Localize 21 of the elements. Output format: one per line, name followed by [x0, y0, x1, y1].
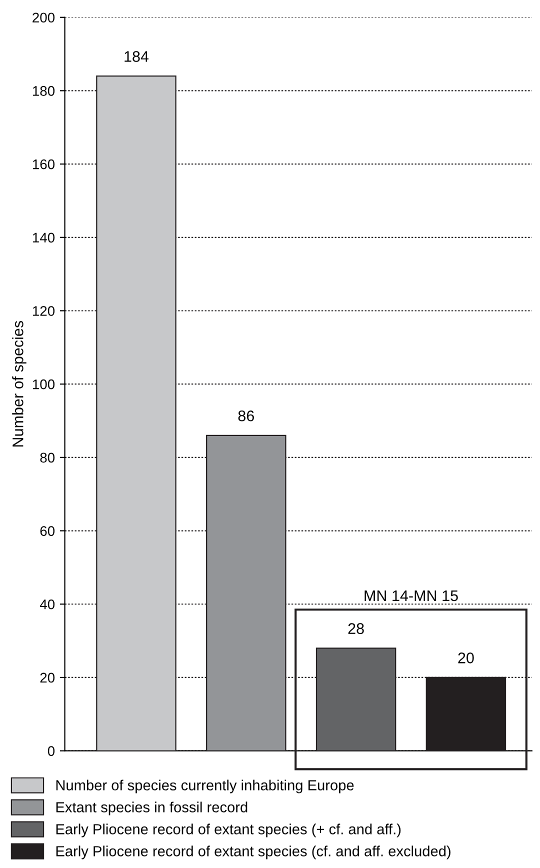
y-tick-label: 0 — [48, 746, 55, 756]
y-tick-label: 20 — [40, 672, 55, 683]
legend-label: Early Pliocene record of extant species (cf. and aff. excluded) — [56, 846, 450, 860]
legend-label: Number of species currently inhabiting Europe — [56, 780, 354, 794]
y-tick-label: 180 — [32, 86, 55, 96]
legend-label: Extant species in fossil record — [56, 802, 248, 816]
y-tick-label: 80 — [40, 452, 55, 463]
y-tick-label: 100 — [32, 379, 55, 390]
legend-label: Early Pliocene record of extant species (+ cf. and aff.) — [56, 824, 401, 838]
y-axis-title: Number of species — [12, 320, 26, 447]
y-tick-label: 120 — [32, 306, 55, 316]
annotation: MN 14-MN 15 — [364, 590, 458, 602]
y-tick-label: 160 — [32, 159, 55, 170]
data-label: 184 — [124, 51, 149, 62]
data-label: 86 — [238, 410, 254, 422]
y-tick-label: 200 — [32, 12, 55, 23]
data-label: 20 — [458, 652, 474, 664]
y-tick-label: 40 — [40, 599, 55, 610]
y-tick-label: 140 — [32, 232, 55, 243]
y-tick-label: 60 — [40, 526, 55, 536]
data-label: 28 — [348, 623, 364, 634]
